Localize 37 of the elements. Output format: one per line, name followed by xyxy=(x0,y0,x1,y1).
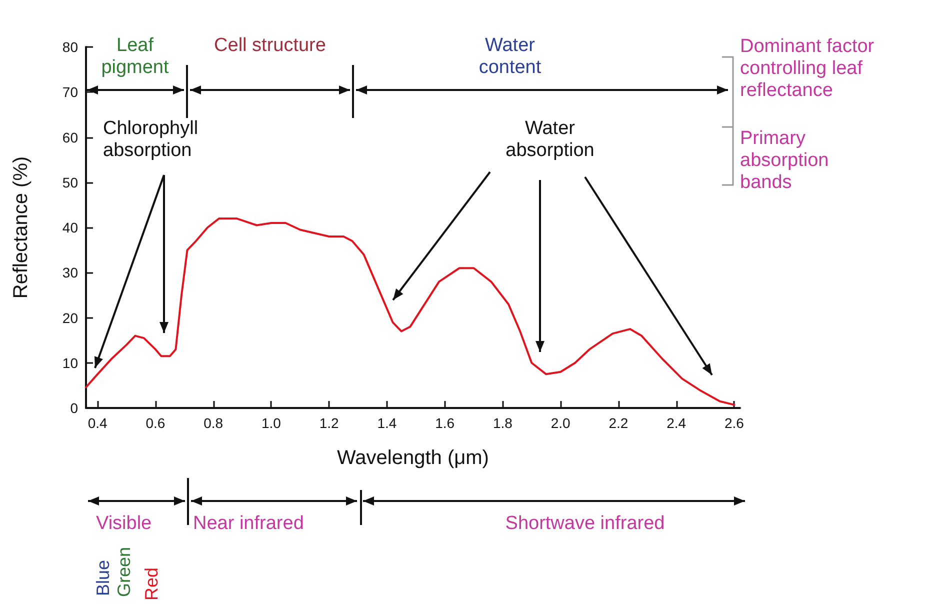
annotation: Leaf pigment xyxy=(100,35,170,79)
x-tick-label: 2.6 xyxy=(724,415,744,431)
y-tick-label: 20 xyxy=(62,310,78,326)
x-tick-label: 2.4 xyxy=(666,415,686,431)
text: Visible xyxy=(96,513,153,535)
line-series xyxy=(85,217,736,406)
annotation: Dominant factor controlling leaf reflectance xyxy=(740,36,876,102)
annotation: Water absorption xyxy=(504,118,596,162)
y-tick-label: 10 xyxy=(62,354,78,371)
annotation: Chlorophyll absorption xyxy=(103,118,200,162)
y-axis-title: Reflectance (%) xyxy=(10,156,32,299)
y-tick-label: 50 xyxy=(62,174,78,190)
x-tick-label: 1.6 xyxy=(435,415,455,431)
annotation: Primary absorption bands xyxy=(740,128,830,194)
text: Blue xyxy=(92,560,114,596)
y-tick-label: 0 xyxy=(70,400,78,416)
annotation: Cell structure xyxy=(213,35,327,57)
y-tick-label: 30 xyxy=(62,264,78,281)
x-tick-label: 1.0 xyxy=(261,415,282,431)
y-tick-label: 40 xyxy=(62,220,78,236)
x-tick-label: 2.0 xyxy=(550,415,571,431)
text: Shortwave infrared xyxy=(504,513,666,535)
x-tick-label: 2.2 xyxy=(608,415,628,431)
x-tick-label: 0.6 xyxy=(146,415,166,431)
x-tick-label: 0.8 xyxy=(204,415,224,431)
annotation: Water content xyxy=(478,35,542,79)
text: Red xyxy=(140,567,162,601)
y-tick-label: 60 xyxy=(62,129,78,146)
x-tick-label: 0.4 xyxy=(88,415,108,431)
x-tick-label: 1.4 xyxy=(377,415,397,431)
x-axis-title: Wavelength (μm) xyxy=(337,447,489,469)
text: Green xyxy=(113,546,136,598)
x-tick-label: 1.8 xyxy=(492,415,513,431)
y-tick-label: 80 xyxy=(62,39,78,55)
text: Near infrared xyxy=(193,513,305,535)
y-tick-label: 70 xyxy=(62,84,78,100)
x-tick-label: 1.2 xyxy=(319,415,340,431)
